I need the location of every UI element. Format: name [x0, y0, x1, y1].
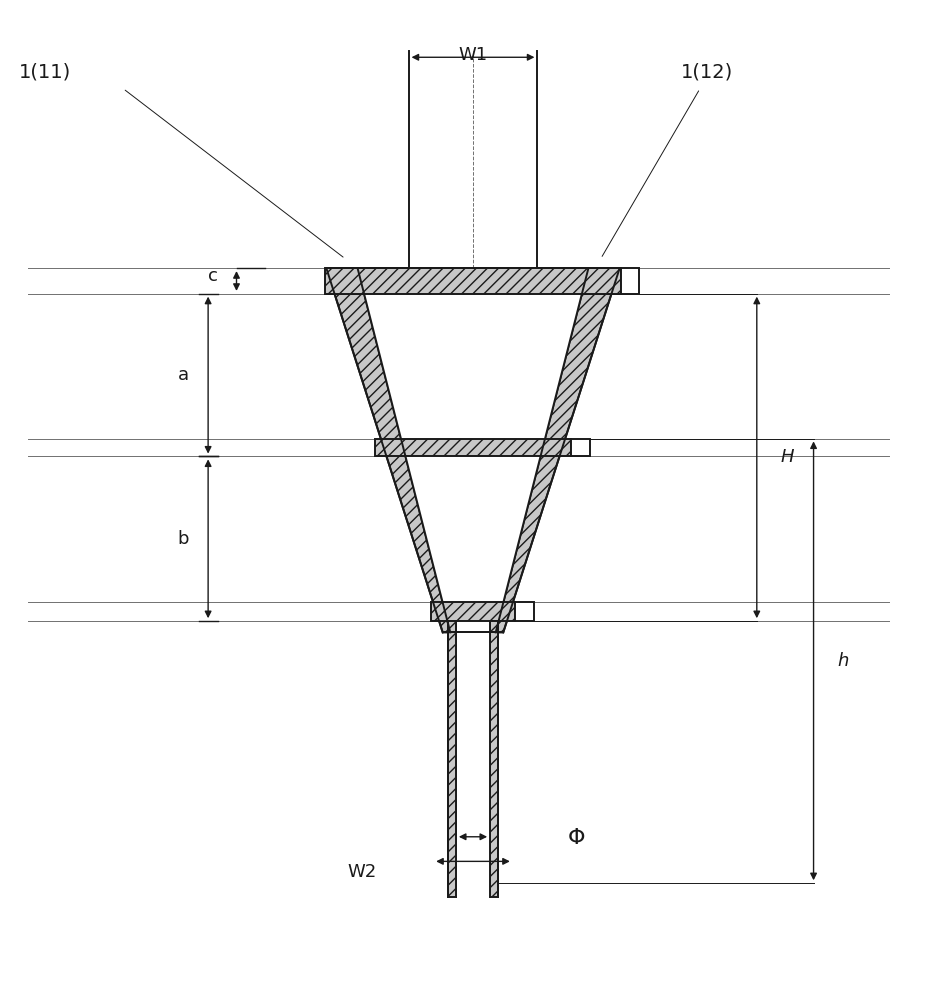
Text: a: a	[178, 366, 189, 384]
Text: Φ: Φ	[568, 828, 585, 848]
Text: W1: W1	[459, 46, 487, 64]
Polygon shape	[325, 268, 621, 294]
Polygon shape	[490, 621, 498, 897]
Polygon shape	[326, 268, 620, 294]
Text: c: c	[208, 267, 218, 285]
Text: W2: W2	[347, 863, 377, 881]
Text: 1(12): 1(12)	[681, 63, 733, 82]
Polygon shape	[571, 439, 590, 456]
Text: b: b	[178, 530, 189, 548]
Text: 1(11): 1(11)	[19, 63, 71, 82]
Polygon shape	[326, 268, 450, 632]
Text: H: H	[780, 448, 794, 466]
Polygon shape	[621, 268, 639, 294]
Polygon shape	[496, 268, 620, 632]
Text: h: h	[837, 652, 849, 670]
Polygon shape	[358, 268, 588, 632]
Polygon shape	[431, 602, 515, 621]
Polygon shape	[448, 621, 456, 897]
Polygon shape	[515, 602, 534, 621]
Polygon shape	[375, 439, 571, 456]
